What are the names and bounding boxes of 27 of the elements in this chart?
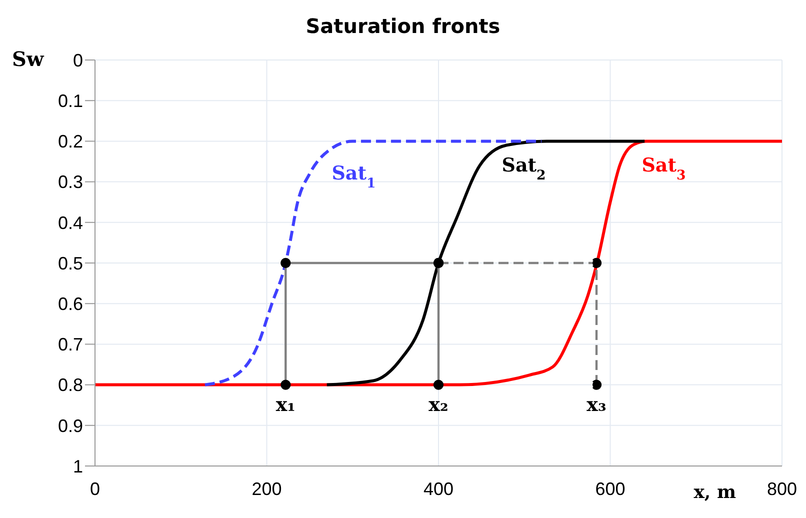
series-label: Sat$_{1}$ [332,162,376,192]
x-tick-label: 600 [595,478,626,499]
y-tick-label: 0.5 [58,253,83,274]
y-tick-label: 0.4 [58,212,83,233]
chart-title: Saturation fronts [304,14,502,38]
y-tick-label: 0.7 [58,334,83,355]
y-axis-title: Sw [12,47,44,71]
y-tick-label: 0.3 [58,172,83,192]
series-label: Sat$_{3}$ [642,154,686,184]
y-tick-label: 0.6 [58,294,83,314]
y-tick-label: 0.1 [58,90,83,111]
y-tick-label: 1 [72,456,83,476]
x-tick-label: 0 [90,478,100,499]
x-axis-title: x, m [694,482,736,503]
x-tick-label: 800 [766,478,798,499]
y-tick-label: 0 [72,50,83,70]
x-tick-label: 200 [252,478,282,499]
x-tick-label: 400 [423,478,454,499]
series-label: Sat$_{2}$ [502,154,546,184]
y-tick-label: 0.9 [58,416,83,436]
y-tick-label: 0.2 [58,132,83,152]
y-tick-label: 0.8 [58,375,83,396]
annotation: x₃ [586,394,606,416]
line-series [203,140,544,386]
line-series [95,140,782,386]
annotation: x₂ [428,394,448,416]
annotation: x₁ [276,394,296,416]
